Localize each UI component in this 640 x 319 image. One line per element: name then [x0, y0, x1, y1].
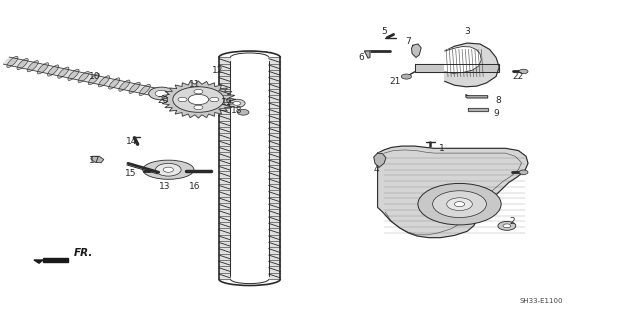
Polygon shape	[378, 146, 528, 238]
Text: 11: 11	[189, 80, 201, 89]
Polygon shape	[468, 108, 488, 111]
Circle shape	[228, 99, 245, 108]
Ellipse shape	[7, 56, 18, 68]
Circle shape	[194, 105, 203, 110]
Ellipse shape	[88, 74, 99, 85]
Circle shape	[237, 109, 249, 115]
Circle shape	[233, 101, 241, 105]
Circle shape	[433, 191, 486, 218]
Circle shape	[156, 163, 181, 176]
Ellipse shape	[17, 58, 28, 70]
Text: 8: 8	[495, 96, 500, 105]
Circle shape	[519, 170, 528, 174]
Polygon shape	[445, 47, 481, 73]
Circle shape	[148, 87, 174, 100]
Circle shape	[503, 224, 511, 228]
Circle shape	[173, 87, 224, 112]
Text: 9: 9	[493, 109, 499, 118]
Text: 19: 19	[221, 98, 233, 107]
Polygon shape	[365, 51, 370, 58]
Text: 21: 21	[390, 77, 401, 86]
Circle shape	[418, 183, 501, 225]
Polygon shape	[374, 153, 386, 167]
Circle shape	[401, 74, 412, 79]
Text: 12: 12	[212, 66, 223, 75]
Text: 4: 4	[374, 165, 379, 174]
Polygon shape	[161, 81, 236, 118]
Circle shape	[519, 69, 528, 74]
Text: 13: 13	[159, 182, 171, 191]
Ellipse shape	[78, 71, 90, 83]
Ellipse shape	[139, 84, 150, 96]
Text: 15: 15	[125, 169, 137, 178]
Ellipse shape	[119, 80, 130, 91]
Text: 3: 3	[465, 27, 470, 36]
Ellipse shape	[143, 160, 194, 179]
Polygon shape	[3, 57, 160, 96]
Text: 16: 16	[189, 182, 201, 191]
Text: 17: 17	[89, 156, 100, 165]
Ellipse shape	[129, 82, 140, 93]
Polygon shape	[412, 44, 421, 57]
Polygon shape	[466, 94, 488, 98]
Text: FR.: FR.	[74, 248, 93, 258]
Circle shape	[447, 198, 472, 211]
Circle shape	[163, 167, 173, 172]
Circle shape	[178, 97, 187, 102]
Text: 2: 2	[509, 217, 515, 226]
Text: 5: 5	[381, 27, 387, 36]
Circle shape	[188, 94, 209, 105]
Ellipse shape	[167, 92, 180, 100]
Ellipse shape	[27, 61, 38, 72]
Ellipse shape	[109, 78, 120, 89]
Circle shape	[210, 97, 219, 102]
Polygon shape	[43, 258, 68, 262]
Circle shape	[155, 90, 168, 97]
Polygon shape	[34, 260, 43, 263]
Ellipse shape	[47, 65, 59, 76]
Text: SH33-E1100: SH33-E1100	[519, 299, 563, 304]
Circle shape	[498, 221, 516, 230]
Text: 10: 10	[89, 72, 100, 81]
Polygon shape	[415, 64, 499, 72]
Ellipse shape	[58, 67, 69, 78]
Polygon shape	[445, 43, 499, 87]
Polygon shape	[91, 156, 104, 163]
Text: 22: 22	[513, 72, 524, 81]
Text: 6: 6	[359, 53, 364, 62]
Text: 1: 1	[439, 144, 444, 153]
Text: 18: 18	[231, 106, 243, 115]
Text: 7: 7	[406, 37, 411, 46]
Ellipse shape	[99, 76, 109, 87]
Ellipse shape	[68, 69, 79, 80]
Text: 20: 20	[157, 96, 169, 105]
Circle shape	[454, 202, 465, 207]
Circle shape	[194, 89, 203, 94]
Text: 14: 14	[125, 137, 137, 146]
Ellipse shape	[37, 63, 49, 74]
